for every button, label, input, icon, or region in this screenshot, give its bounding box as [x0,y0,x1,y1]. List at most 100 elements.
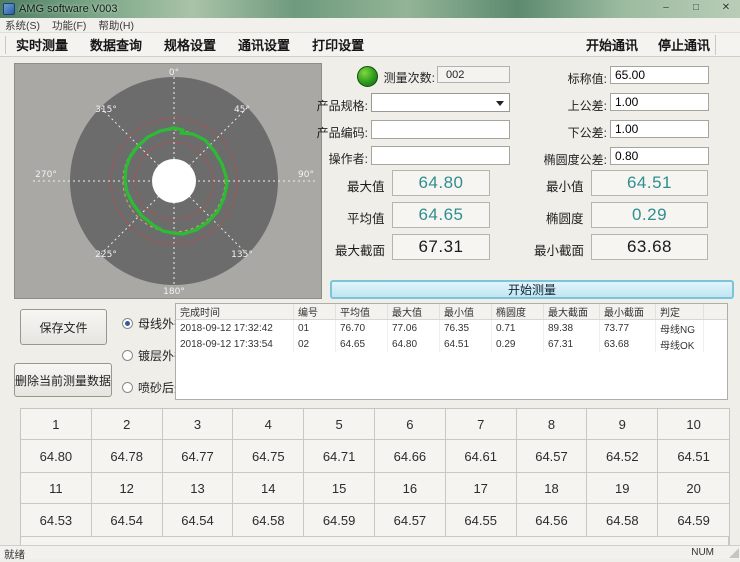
point-grid: 1 2 3 4 5 6 7 8 9 10 64.80 64.78 64.77 6… [20,408,730,547]
point-value: 64.61 [445,440,517,473]
history-row-1[interactable]: 2018-09-12 17:32:42 01 76.70 77.06 76.35… [176,320,727,336]
avg-value-label: 平均值 [347,212,385,226]
toolbar-comm-settings[interactable]: 通讯设置 [238,38,291,53]
toolbar-stop-comm[interactable]: 停止通讯 [657,38,710,53]
measure-count-label: 测量次数: [383,71,435,85]
measure-count-value: 002 [437,66,510,83]
angle-label-180: 180° [163,287,185,297]
avg-value-box: 64.65 [392,202,490,228]
status-ready-text: 就绪 [4,549,25,561]
delete-current-data-button[interactable]: 删除当前测量数据 [14,363,112,397]
cell-min-section: 63.68 [600,336,656,352]
radio-coating-od[interactable]: 镀层外径 [122,347,186,364]
oval-tol-label: 椭圆度公差: [543,153,607,167]
point-value: 64.59 [304,504,375,537]
operator-label: 操作者: [328,152,368,166]
ovality-box: 0.29 [591,202,708,228]
center-hole [152,159,196,203]
status-led [357,66,378,87]
lower-tol-input[interactable] [610,120,709,138]
cell-average: 76.70 [336,320,388,336]
point-index: 5 [304,409,375,440]
upper-tol-input[interactable] [610,93,709,111]
point-index: 16 [375,473,446,504]
maximize-button[interactable]: □ [692,2,700,13]
point-value: 64.57 [375,504,446,537]
resize-grip[interactable] [729,548,739,558]
product-code-input[interactable] [371,120,510,139]
close-button[interactable]: ✕ [721,2,731,13]
cell-number: 02 [294,336,336,352]
point-value: 64.55 [445,504,517,537]
measured-profile-curve [123,126,229,236]
cell-min-section: 73.77 [600,320,656,336]
toolbar-start-comm[interactable]: 开始通讯 [585,38,638,53]
point-value: 64.59 [658,504,729,537]
menu-function[interactable]: 功能(F) [52,19,87,32]
operator-input[interactable] [371,146,510,165]
toolbar-spec-settings[interactable]: 规格设置 [164,38,217,53]
window-title: AMG software V003 [19,3,118,15]
cell-max: 64.80 [388,336,440,352]
point-index: 14 [233,473,305,504]
radio-busbar-od-label: 母线外径 [138,317,187,331]
col-min-section: 最小截面 [600,304,656,319]
point-value: 64.53 [21,504,92,537]
max-section-box: 67.31 [392,234,490,260]
point-value: 64.54 [91,504,163,537]
polar-chart-svg: 0° 45° 90° 135° 180° 225° 270° 315° [33,68,315,297]
point-index: 2 [91,409,163,440]
oval-tol-input[interactable] [610,147,709,165]
toolbar-realtime-measure[interactable]: 实时测量 [16,38,69,53]
point-index: 6 [375,409,446,440]
col-finish-time: 完成时间 [176,304,294,319]
history-row-2[interactable]: 2018-09-12 17:33:54 02 64.65 64.80 64.51… [176,336,727,352]
radio-busbar-od[interactable]: 母线外径 [122,315,186,332]
nominal-input[interactable] [610,66,709,84]
cell-max: 77.06 [388,320,440,336]
cell-ovality: 0.71 [492,320,544,336]
toolbar-print-settings[interactable]: 打印设置 [312,38,365,53]
upper-tol-label: 上公差: [567,99,607,113]
max-value-label: 最大值 [347,180,385,194]
menu-system[interactable]: 系统(S) [5,19,40,32]
toolbar-left-group: 实时测量 数据查询 规格设置 通讯设置 打印设置 [12,35,364,54]
lower-tolerance-ring [134,141,214,221]
point-value: 64.54 [162,504,234,537]
title-bar: AMG software V003 – □ ✕ [0,0,740,18]
start-measure-button[interactable]: 开始测量 [330,280,734,299]
product-spec-combobox[interactable] [371,93,510,112]
toolbar-data-query[interactable]: 数据查询 [90,38,143,53]
point-index: 12 [91,473,163,504]
radio-coating-od-label: 镀层外径 [138,349,187,363]
min-value-box: 64.51 [591,170,708,196]
save-file-button[interactable]: 保存文件 [20,309,107,345]
angle-label-270: 270° [35,170,57,180]
cell-min: 76.35 [440,320,492,336]
point-index: 17 [445,473,517,504]
angle-label-90: 90° [298,170,314,180]
minimize-button[interactable]: – [663,2,669,13]
col-average: 平均值 [336,304,388,319]
point-index: 3 [162,409,234,440]
polar-profile-chart: 0° 45° 90° 135° 180° 225° 270° 315° [14,63,322,299]
toolbar-grip [5,35,6,54]
angle-label-0: 0° [169,68,179,78]
point-value: 64.58 [587,504,659,537]
radio-unselected-icon [122,350,133,361]
point-index: 20 [658,473,729,504]
cell-ovality: 0.29 [492,336,544,352]
app-icon [3,3,15,15]
history-table[interactable]: 完成时间 编号 平均值 最大值 最小值 椭圆度 最大截面 最小截面 判定 201… [175,303,728,400]
point-value: 64.78 [91,440,163,473]
toolbar-separator [715,35,716,55]
radio-unselected-icon [122,382,133,393]
cell-judgement: 母线NG [656,320,704,336]
lower-tol-label: 下公差: [567,126,607,140]
point-index: 10 [658,409,729,440]
menu-help[interactable]: 帮助(H) [98,19,134,32]
product-spec-label: 产品规格: [316,99,368,113]
chevron-down-icon [496,101,504,106]
point-index: 11 [21,473,92,504]
cell-min: 64.51 [440,336,492,352]
